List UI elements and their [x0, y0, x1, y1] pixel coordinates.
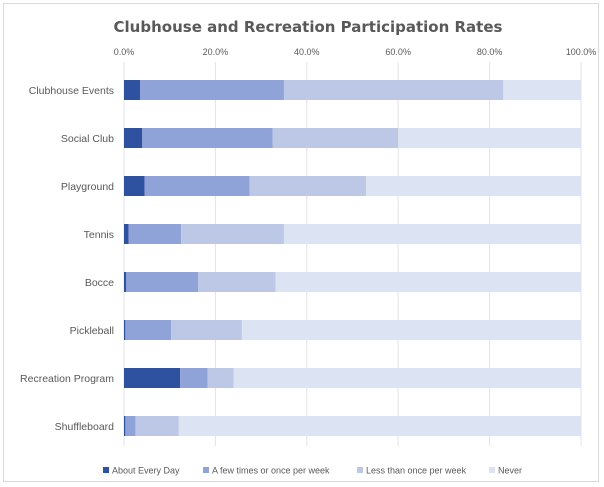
- legend-swatch: [203, 467, 209, 473]
- bar-segment: [241, 320, 581, 340]
- bar-segment: [125, 320, 172, 340]
- bar-segment: [124, 176, 145, 196]
- bar-segment: [283, 224, 581, 244]
- bar-segment: [124, 128, 143, 148]
- legend-label: Never: [498, 466, 522, 476]
- bar-segment: [207, 368, 234, 388]
- category-label: Pickleball: [70, 325, 114, 337]
- x-axis-ticks: 0.0% 20.0% 40.0% 60.0% 80.0% 100.0%: [114, 47, 597, 57]
- category-label: Clubhouse Events: [29, 85, 114, 97]
- bar-segment: [198, 272, 276, 292]
- bar-segment: [142, 128, 273, 148]
- category-label: Bocce: [85, 277, 114, 289]
- bar-segment: [125, 416, 136, 436]
- bar-segment: [124, 416, 126, 436]
- bar-segment: [126, 272, 199, 292]
- bar-segment: [233, 368, 581, 388]
- bar-segment: [124, 320, 126, 340]
- x-tick-label: 80.0%: [477, 47, 503, 57]
- bar-segment: [139, 80, 284, 100]
- bar-segment: [124, 368, 181, 388]
- bar-segment: [180, 368, 208, 388]
- legend-swatch: [357, 467, 363, 473]
- x-tick-label: 60.0%: [385, 47, 411, 57]
- category-label: Tennis: [84, 229, 114, 241]
- x-tick-label: 0.0%: [114, 47, 135, 57]
- gridlines: [123, 62, 582, 446]
- bar-segment: [366, 176, 581, 196]
- category-label: Shuffleboard: [55, 421, 115, 433]
- legend: About Every Day A few times or once per w…: [103, 466, 522, 476]
- x-tick-label: 100.0%: [566, 47, 597, 57]
- category-label: Recreation Program: [20, 373, 114, 385]
- category-label: Playground: [61, 181, 114, 193]
- bar-segment: [124, 224, 129, 244]
- legend-label: A few times or once per week: [212, 466, 330, 476]
- bar-segment: [283, 80, 504, 100]
- bars: [124, 80, 581, 436]
- bar-segment: [398, 128, 581, 148]
- bar-segment: [272, 128, 399, 148]
- bar-segment: [178, 416, 581, 436]
- legend-label: Less than once per week: [366, 466, 467, 476]
- bar-segment: [181, 224, 284, 244]
- x-tick-label: 20.0%: [203, 47, 229, 57]
- legend-swatch: [103, 467, 109, 473]
- bar-segment: [144, 176, 250, 196]
- bar-segment: [275, 272, 581, 292]
- chart-frame: [3, 3, 599, 482]
- bar-segment: [135, 416, 179, 436]
- legend-label: About Every Day: [112, 466, 180, 476]
- bar-segment: [128, 224, 182, 244]
- category-label: Social Club: [61, 133, 114, 145]
- category-labels: Clubhouse Events Social Club Playground Ten…: [20, 85, 114, 433]
- legend-swatch: [489, 467, 495, 473]
- bar-segment: [124, 272, 127, 292]
- bar-segment: [124, 80, 140, 100]
- chart-title: Clubhouse and Recreation Participation R…: [114, 18, 503, 36]
- x-tick-label: 40.0%: [294, 47, 320, 57]
- bar-segment: [503, 80, 581, 100]
- bar-segment: [171, 320, 242, 340]
- bar-segment: [249, 176, 367, 196]
